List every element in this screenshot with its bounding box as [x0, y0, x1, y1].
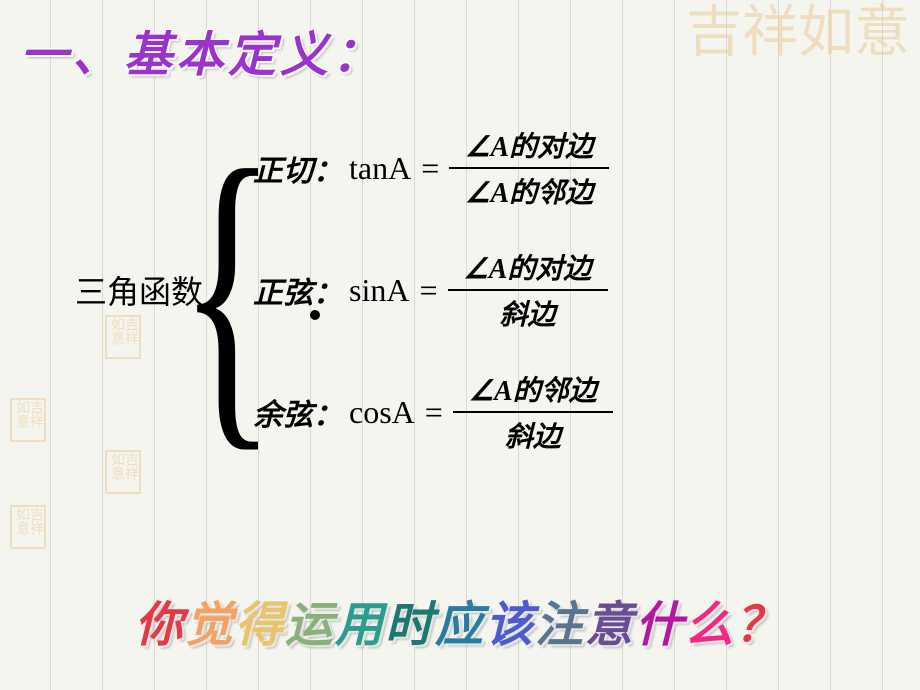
dot-marker	[310, 310, 320, 320]
sine-numerator: ∠A的对边	[456, 245, 600, 289]
section-title: 一、基本定义：	[20, 15, 384, 85]
equals-sign: =	[425, 394, 443, 431]
cosine-func: cosA	[349, 394, 415, 431]
sine-func: sinA	[349, 272, 409, 309]
tangent-numerator: ∠A的对边	[457, 123, 601, 167]
content-area: 三角函数 { 正切： tanA = ∠A的对边 ∠A的邻边 正弦： sinA =…	[75, 120, 613, 460]
cosine-fraction: ∠A的邻边 斜边	[453, 367, 613, 457]
tangent-fraction: ∠A的对边 ∠A的邻边	[449, 123, 609, 213]
cosine-denominator: 斜边	[497, 413, 569, 457]
formula-sine: 正弦： sinA = ∠A的对边 斜边	[253, 245, 613, 335]
sine-fraction: ∠A的对边 斜边	[448, 245, 608, 335]
tangent-func: tanA	[349, 150, 411, 187]
sine-denominator: 斜边	[492, 291, 564, 335]
question-text: 你觉得运用时应该注意什么？	[135, 585, 785, 655]
cosine-numerator: ∠A的邻边	[461, 367, 605, 411]
formula-list: 正切： tanA = ∠A的对边 ∠A的邻边 正弦： sinA = ∠A的对边 …	[253, 123, 613, 457]
brace-wrapper: {	[213, 120, 243, 460]
equals-sign: =	[421, 150, 439, 187]
left-brace: {	[179, 120, 277, 460]
tangent-denominator: ∠A的邻边	[457, 169, 601, 213]
formula-cosine: 余弦： cosA = ∠A的邻边 斜边	[253, 367, 613, 457]
equals-sign: =	[419, 272, 437, 309]
formula-tangent: 正切： tanA = ∠A的对边 ∠A的邻边	[253, 123, 613, 213]
